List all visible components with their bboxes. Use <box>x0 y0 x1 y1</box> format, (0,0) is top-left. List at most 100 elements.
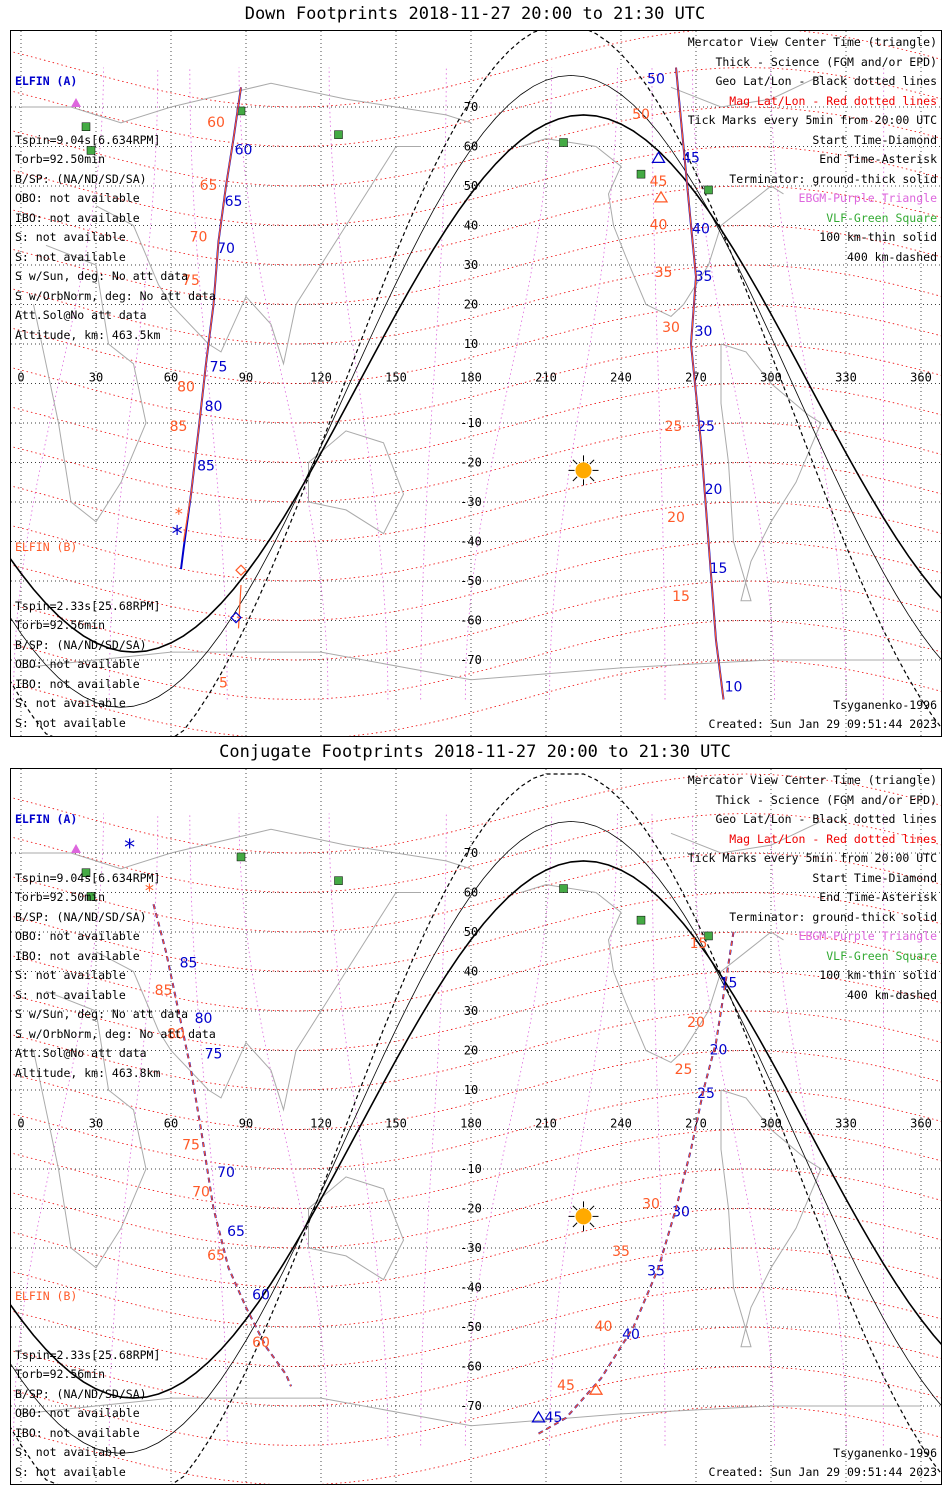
time-tick-label: 25 <box>675 1062 693 1078</box>
conjugate-footprints-panel: 0 30 60 90 120 150 180 210 240 270 300 330 360 70 60 50… <box>10 768 942 1485</box>
model-label: Tsyganenko-1996 <box>833 1446 937 1460</box>
elfin-a-info-line: Altitude, km: 463.8km <box>15 1065 161 1080</box>
time-tick-label: 45 <box>545 1410 563 1426</box>
mag-latitude-line <box>11 773 941 854</box>
time-tick-label: 15 <box>720 975 738 991</box>
lat-tick-label: 50 <box>464 179 478 193</box>
mag-meridian-line <box>770 67 847 700</box>
elfin-a-info-line: S: not available <box>15 968 126 982</box>
lon-tick-label: 90 <box>239 1117 253 1131</box>
time-tick-label: 45 <box>557 1378 575 1394</box>
time-tick-label: 20 <box>710 1042 728 1058</box>
elfin-a-center-triangle <box>651 151 666 163</box>
time-tick-label: 75 <box>182 1137 200 1153</box>
mag-latitude-line <box>11 1247 941 1328</box>
coastline <box>520 138 784 317</box>
coastline <box>33 244 147 523</box>
sun-ray <box>589 476 595 482</box>
time-tick-label: 40 <box>692 221 710 237</box>
mag-meridian-line <box>651 813 666 1446</box>
lat-tick-label: 20 <box>464 1044 478 1058</box>
time-tick-label: 40 <box>650 217 668 233</box>
lon-tick-label: 300 <box>760 371 782 385</box>
lon-tick-label: 210 <box>535 371 557 385</box>
coastline <box>21 82 472 124</box>
elfin-b-info-line: S: not available <box>15 1445 126 1459</box>
created-label: Created: Sun Jan 29 09:51:44 2023 <box>708 1465 937 1479</box>
sun-icon <box>575 462 592 479</box>
mag-latitude-line <box>11 1287 941 1367</box>
legend-entry: Geo Lat/Lon - Black dotted lines <box>715 74 937 88</box>
elfin-b-info-line: S: not available <box>15 1464 126 1479</box>
legend-entry: Tick Marks every 5min from 20:00 UTC <box>687 851 937 865</box>
lat-tick-label: -50 <box>460 1320 482 1334</box>
mag-meridian-line <box>464 813 553 1446</box>
lat-tick-label: -10 <box>460 1162 482 1176</box>
vlf-station-marker <box>559 884 568 893</box>
sun-ray <box>572 459 578 465</box>
legend-entry: EBGM-Purple Triangle <box>798 929 937 943</box>
time-tick-label: 40 <box>595 1319 613 1335</box>
lon-tick-label: 360 <box>910 371 932 385</box>
time-tick-label: 65 <box>200 178 218 194</box>
elfin-b-info-line: OBO: not available <box>15 657 140 671</box>
lon-tick-label: 180 <box>460 1117 482 1131</box>
lat-tick-label: -60 <box>460 1360 482 1374</box>
mag-meridian-line <box>420 67 447 700</box>
coastline <box>95 892 421 1112</box>
elfin-a-footprint <box>538 931 735 1435</box>
time-tick-label: 75 <box>205 1046 223 1062</box>
time-tick-label: 65 <box>207 1248 225 1264</box>
lon-tick-label: 120 <box>310 1117 332 1131</box>
time-tick-label: 85 <box>197 458 215 474</box>
vlf-station-marker <box>86 892 96 901</box>
legend-entry: VLF-Green Square <box>826 948 937 963</box>
coastline <box>520 884 784 1063</box>
legend-entry: EBGM-Purple Triangle <box>798 191 937 205</box>
coastline <box>720 1089 822 1348</box>
time-tick-label: 35 <box>655 265 673 281</box>
time-tick-label: 20 <box>705 482 723 498</box>
lon-tick-label: 360 <box>910 1117 932 1131</box>
elfin-b-info-line: IBO: not available <box>15 1425 140 1440</box>
lat-tick-label: -20 <box>460 1202 482 1216</box>
elfin-a-info: ELFIN (A) Tspin=9.04s[6.634RPM] Torb=92.5… <box>15 33 216 345</box>
conjugate-footprints-map: 0 30 60 90 120 150 180 210 240 270 300 330 360 70 60 50… <box>11 769 941 1484</box>
lat-tick-label: 30 <box>464 1004 478 1018</box>
lon-tick-label: 270 <box>685 371 707 385</box>
mag-latitude-line <box>11 1168 941 1249</box>
sun-ray <box>572 1205 578 1211</box>
time-tick-label: 30 <box>672 1204 690 1220</box>
legend-entry: Mercator View Center Time (triangle) <box>687 773 937 787</box>
elfin-b-info-line: Torb=92.56min <box>15 1367 106 1381</box>
time-tick-label: 25 <box>665 419 683 435</box>
mag-latitude-line <box>11 1208 941 1288</box>
elfin-b-info: ELFIN (B) Tspin=2.33s[25.68RPM] Torb=92.5… <box>15 499 216 736</box>
elfin-a-header: ELFIN (A) <box>15 812 78 826</box>
time-tick-label: 85 <box>170 419 188 435</box>
elfin-a-info-line: S w/Sun, deg: No att data <box>15 269 189 283</box>
elfin-b-start-diamond <box>235 564 247 577</box>
vlf-station-marker <box>236 852 246 862</box>
elfin-a-info-line: S w/Sun, deg: No att data <box>15 1007 189 1021</box>
mag-meridian-line <box>238 813 329 1446</box>
lon-tick-label: 120 <box>310 371 332 385</box>
lat-tick-label: 70 <box>464 846 478 860</box>
mag-meridian-line <box>420 813 447 1446</box>
time-tick-label: 80 <box>195 1011 213 1027</box>
elfin-a-info-line: OBO: not available <box>15 929 140 943</box>
mag-meridian-line <box>651 67 666 700</box>
lat-tick-label: -30 <box>460 495 482 509</box>
time-tick-label: 65 <box>225 194 243 210</box>
legend-entry: End Time-Asterisk <box>819 152 937 166</box>
time-tick-label: 45 <box>650 174 668 190</box>
elfin-a-info-line: Altitude, km: 463.5km <box>15 327 161 342</box>
mag-latitude-line <box>11 892 941 972</box>
time-tick-label: 50 <box>632 107 650 123</box>
down-footprints-panel: 0 30 60 90 120 150 180 210 240 270 300 330 360 70 60 50… <box>10 30 942 737</box>
mag-meridian-line <box>238 67 329 700</box>
time-tick-label: 85 <box>180 956 198 972</box>
coastline <box>670 820 822 854</box>
elfin-a-info-line: S: not available <box>15 230 126 244</box>
elfin-b-info-line: B/SP: (NA/ND/SD/SA) <box>15 1386 147 1401</box>
